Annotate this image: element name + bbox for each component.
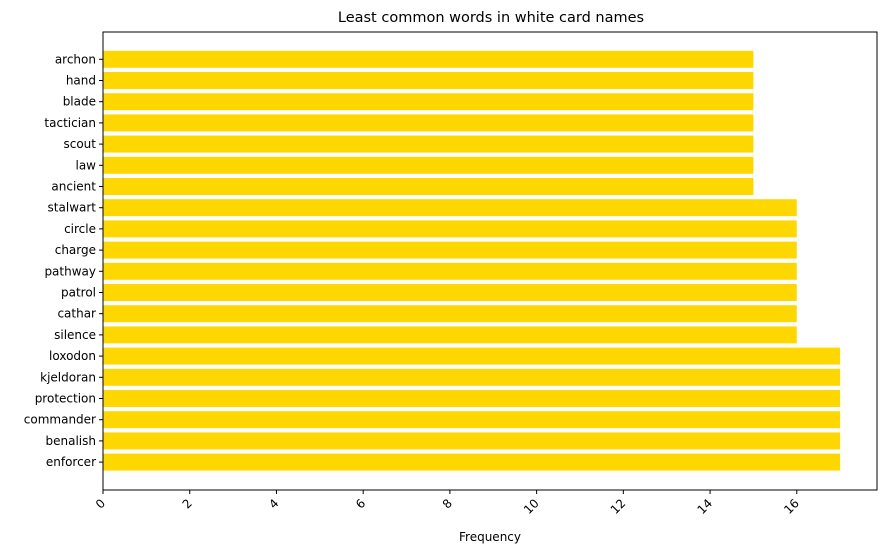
bar [103,432,841,450]
bar [103,453,841,471]
y-tick-label: enforcer [46,455,96,469]
y-axis: archon hand blade tactician scout law ancient s… [24,52,103,469]
bar [103,72,754,89]
y-tick-label: tactician [44,116,96,130]
x-tick-label: 12 [608,496,629,517]
y-tick-label: cathar [57,307,96,321]
y-tick-label: benalish [46,434,96,448]
y-tick-label: silence [54,328,96,342]
y-tick-label: charge [55,243,96,257]
x-tick-label: 10 [521,496,542,517]
y-tick-label: stalwart [48,201,97,215]
bar [103,135,754,153]
y-tick-label: kjeldoran [40,370,96,384]
y-tick-label: protection [35,392,96,406]
y-tick-label: patrol [61,286,96,300]
bar [103,114,754,132]
bars-layer [103,50,841,471]
y-tick-label: blade [63,95,96,109]
y-tick-label: ancient [51,180,96,194]
bar [103,199,797,217]
y-tick-label: loxodon [49,349,96,363]
y-tick-label: archon [55,52,96,66]
bar [103,284,797,301]
y-tick-label: law [75,158,96,172]
bar [103,326,797,344]
y-tick-label: scout [63,137,96,151]
x-axis-label: Frequency [459,530,521,544]
bar [103,347,841,365]
bar [103,50,754,68]
bar [103,390,841,407]
x-tick-label: 6 [353,496,368,511]
y-tick-label: circle [64,222,96,236]
x-tick-label: 4 [266,496,281,511]
bar [103,156,754,174]
bar [103,178,754,195]
y-tick-label: pathway [44,264,96,278]
x-tick-label: 0 [93,496,108,511]
bar [103,368,841,386]
bar [103,93,754,111]
bar [103,241,797,259]
bar [103,305,797,323]
plot-frame [102,31,878,491]
bar [103,411,841,429]
y-tick-label: hand [66,74,96,88]
chart-title: Least common words in white card names [338,10,644,26]
y-tick-label: commander [24,413,96,427]
bar [103,220,797,238]
x-tick-label: 8 [440,496,455,511]
x-tick-label: 14 [694,496,715,517]
x-tick-label: 16 [781,496,802,517]
bar [103,262,797,280]
x-axis: 0 2 4 6 8 10 12 14 16 [93,490,802,517]
x-tick-label: 2 [180,496,195,511]
